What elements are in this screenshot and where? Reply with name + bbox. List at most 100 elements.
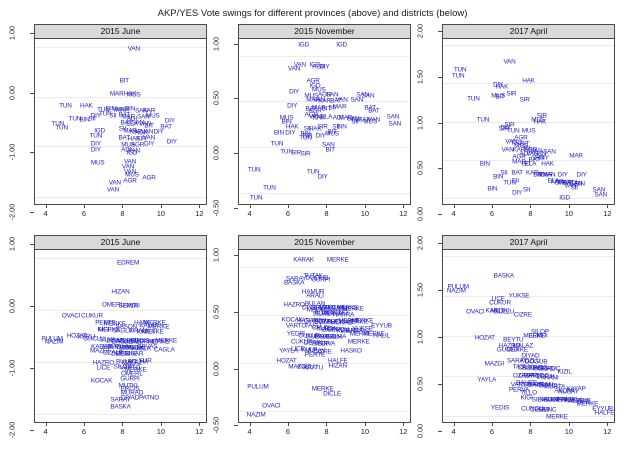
gridline	[35, 196, 206, 198]
data-point-label: HAK	[80, 102, 93, 109]
data-point-label: ADILC	[530, 372, 549, 380]
y-tick	[30, 244, 34, 246]
data-point-label: MALAZ	[121, 359, 143, 367]
y-axis-districts-2017-april: 2.00 1.50 1.00 0.50 0.00	[416, 235, 442, 439]
data-point-label: VARTO	[119, 364, 141, 372]
data-point-label: DIY	[287, 102, 298, 110]
data-point-label: SIR	[506, 90, 517, 98]
data-point-label: BAYKA	[322, 326, 343, 334]
data-point-label: NAZIM	[446, 287, 466, 295]
data-point-label: BULAN	[304, 300, 326, 307]
x-tick	[122, 205, 124, 208]
y-tick	[234, 368, 238, 370]
y-tick-label: 1.00	[7, 237, 17, 252]
data-point-label: BAGLA	[314, 333, 335, 341]
y-tick-label: 1.50	[415, 282, 425, 297]
x-tick	[491, 205, 493, 208]
data-point-label: SII	[328, 104, 336, 112]
data-point-label: MURAD	[120, 389, 144, 397]
x-tick	[491, 423, 493, 426]
gridline	[239, 147, 410, 149]
data-point-label: VAN	[531, 154, 545, 162]
x-tick	[45, 205, 47, 208]
gridline	[443, 45, 614, 47]
data-point-label: MERKE	[98, 326, 120, 334]
data-point-label: VAN	[308, 113, 322, 121]
x-tick-label: 6	[489, 209, 495, 218]
plot-area: EDREM HIZAN OMERL SEMDI SIVRI OVACI CUKUR PERTE…	[35, 250, 206, 422]
data-point-label: OZALP	[318, 318, 339, 326]
data-point-label: DIYAD	[120, 394, 140, 401]
data-point-label: HASAN	[296, 317, 318, 325]
data-point-label: VAN	[123, 168, 137, 175]
data-point-label: NUSAY	[304, 347, 326, 355]
data-point-label: HALFE	[327, 357, 348, 365]
data-point-label: VAN	[127, 45, 140, 53]
gridline	[443, 159, 614, 161]
panel-districts-2015-november: 1.00 0.50 0.00 -0.50 2015 November KARAK MER…	[212, 235, 411, 439]
data-point-label: MAR	[306, 96, 320, 103]
data-point-label: MUS	[126, 91, 141, 98]
data-point-label: MUS	[311, 86, 326, 94]
data-point-label: MUS	[304, 92, 318, 100]
data-point-label: BIT	[495, 93, 505, 101]
data-point-label: KARLI	[485, 307, 504, 315]
data-point-label: GUROY	[303, 317, 327, 325]
data-point-label: NUSAY	[558, 388, 579, 396]
x-tick-label: 4	[247, 209, 252, 218]
data-point-label: AKCAK	[554, 387, 575, 395]
data-point-label: BIN	[574, 180, 585, 188]
data-point-label: KULP	[103, 343, 119, 351]
data-point-label: TUN	[247, 166, 261, 174]
data-point-label: SAN	[358, 116, 371, 124]
data-point-label: DIY	[538, 154, 549, 162]
data-point-label: HAZRO	[92, 359, 115, 367]
data-point-label: OVACI	[262, 402, 281, 410]
y-tick	[234, 255, 238, 257]
plot-area: IGD IGD VAN VAN IGD AGR DIY AGR IGD MUS DIY MUS AGR S…	[239, 39, 410, 204]
data-point-label: PATNO	[327, 309, 348, 317]
gridline	[443, 256, 614, 258]
data-point-label: MUS	[90, 159, 105, 166]
data-point-label: KAR	[129, 128, 142, 135]
data-point-label: BAHCE	[516, 379, 538, 387]
data-point-label: BAT	[511, 169, 523, 177]
panel-provinces-2017-april: 2.00 1.50 1.00 0.50 0.00 2017 April VAN TUN TU…	[416, 24, 615, 221]
y-tick	[438, 213, 442, 215]
data-point-label: VAN	[564, 182, 577, 190]
data-point-label: MUS	[531, 116, 545, 124]
data-point-label: SILOP	[311, 340, 330, 348]
data-point-label: BIT	[533, 171, 543, 179]
data-point-label: BIT	[521, 160, 532, 167]
data-point-label: AKCAK	[346, 327, 368, 335]
data-point-label: BIN	[79, 116, 90, 123]
x-tick-label: 4	[247, 427, 252, 436]
gridline	[443, 197, 614, 199]
data-point-label: BIN	[487, 185, 498, 193]
data-point-label: DIY	[289, 88, 300, 96]
data-point-label: DIY	[512, 189, 523, 197]
data-point-label: MUTKI	[118, 382, 138, 390]
data-point-label: SAN	[533, 150, 547, 158]
data-point-label: ELA	[524, 160, 537, 168]
data-point-label: SARAY	[285, 275, 307, 283]
data-point-label: IGD	[309, 82, 321, 90]
data-point-label: SIR	[519, 96, 530, 104]
data-point-label: MUS	[363, 118, 377, 125]
data-point-label: TUN	[503, 179, 516, 187]
data-point-label: BIT	[144, 122, 154, 129]
data-point-label: SII	[522, 186, 531, 194]
data-point-label: SASON	[319, 333, 342, 341]
data-point-label: DOGUB	[305, 274, 329, 282]
data-point-label: VAN	[288, 65, 301, 73]
y-tick-label: -1.00	[7, 144, 17, 161]
data-point-label: MAR	[538, 171, 553, 179]
data-point-label: HANI	[134, 319, 149, 327]
data-point-label: DIY	[493, 81, 504, 89]
data-point-label: PATNO	[524, 372, 545, 380]
data-point-label: AGR	[512, 153, 526, 161]
x-tick-label: 10	[156, 209, 166, 218]
data-point-label: ADILC	[317, 304, 336, 312]
data-point-label: VAN	[108, 179, 121, 186]
data-point-label: VIRAN	[534, 381, 553, 389]
